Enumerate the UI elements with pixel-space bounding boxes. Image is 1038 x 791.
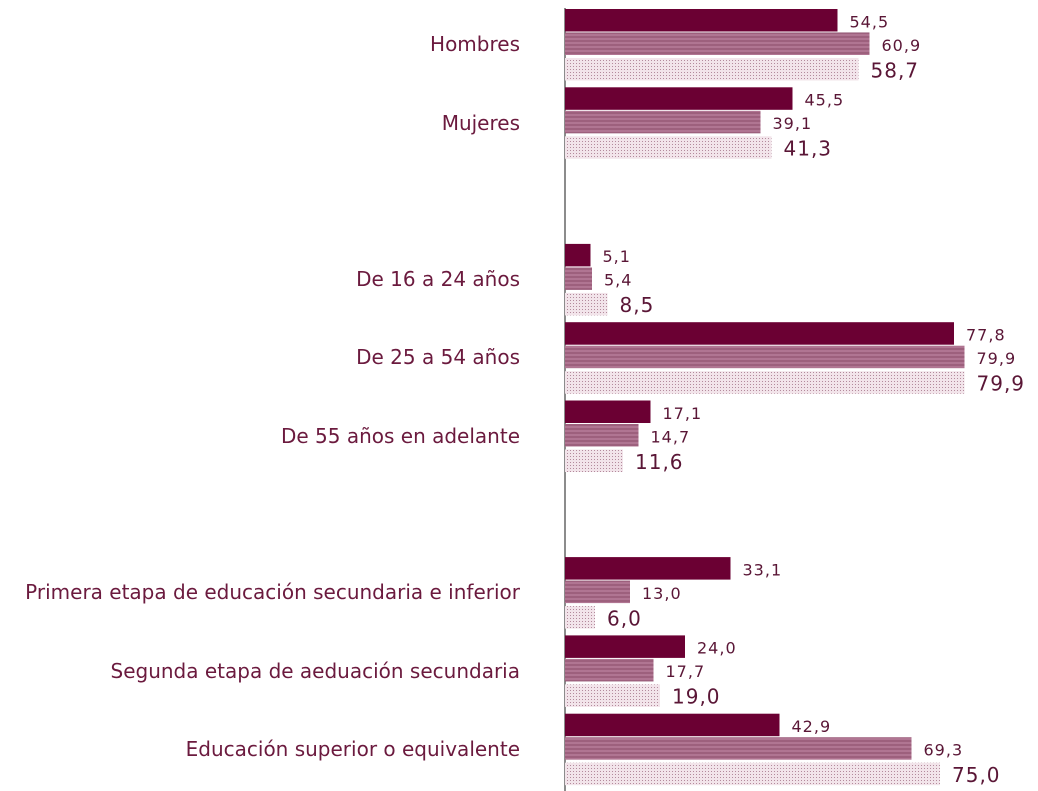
bar [565,32,870,55]
bar [565,557,731,580]
value-label: 5,4 [604,271,632,290]
bar [565,684,660,707]
category-label: Primera etapa de educación secundaria e … [25,580,520,605]
value-label: 60,9 [882,36,922,55]
value-label: 5,1 [603,247,631,266]
value-label: 8,5 [620,293,655,317]
value-label: 77,8 [966,325,1006,344]
category-label: De 55 años en adelante [280,423,520,448]
bar [565,424,639,447]
bar [565,606,595,629]
value-label: 45,5 [805,91,845,110]
value-label: 11,6 [635,450,684,474]
category-label: Educación superior o equivalente [185,736,520,761]
bar [565,737,912,760]
value-label: 79,9 [977,349,1017,368]
category-label: Segunda etapa de aeduación secundaria [110,658,521,683]
bar [565,371,965,394]
value-label: 17,7 [666,662,706,681]
value-label: 69,3 [924,740,964,759]
value-label: 19,0 [672,685,721,709]
bar [565,322,954,345]
bar [565,580,630,604]
bar [565,58,859,81]
value-label: 14,7 [651,427,691,446]
bar [565,9,838,32]
value-label: 41,3 [784,137,833,161]
value-label: 33,1 [743,560,783,579]
category-label: De 16 a 24 años [356,267,520,292]
bar [565,658,654,682]
bar [565,762,940,786]
category-label: Mujeres [441,110,520,135]
bar [565,292,608,316]
bar [565,136,772,159]
bar [565,110,761,134]
bar [565,87,793,110]
bar [565,713,780,737]
bar [565,400,651,423]
value-label: 6,0 [607,606,642,630]
value-label: 17,1 [663,404,703,423]
category-label: Hombres [430,32,520,57]
bar [565,345,965,369]
value-label: 24,0 [697,639,737,658]
bar [565,267,592,290]
bar [565,243,591,267]
bar [565,449,623,472]
value-label: 75,0 [952,763,1001,787]
category-label: De 25 a 54 años [356,345,520,370]
value-label: 39,1 [773,114,813,133]
value-label: 79,9 [977,371,1026,395]
bar [565,635,685,658]
value-label: 42,9 [792,717,832,736]
value-label: 54,5 [850,12,890,31]
value-label: 58,7 [871,58,920,82]
value-label: 13,0 [642,584,682,603]
